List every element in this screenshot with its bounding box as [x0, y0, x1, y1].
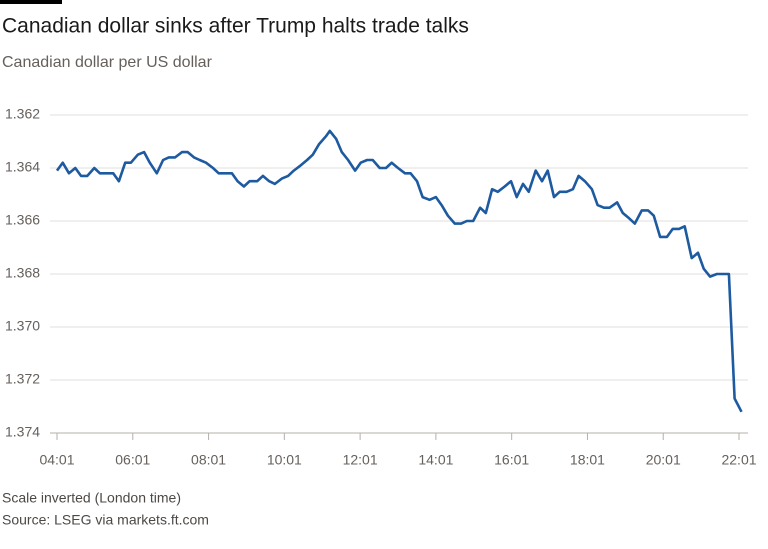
- x-tick-label: 18:01: [570, 452, 605, 468]
- y-tick-label: 1.366: [5, 212, 40, 228]
- y-tick-label: 1.362: [5, 106, 40, 122]
- source: Source: LSEG via markets.ft.com: [2, 512, 209, 528]
- chart-subtitle: Canadian dollar per US dollar: [2, 54, 213, 71]
- note: Scale inverted (London time): [2, 490, 181, 506]
- y-tick-label: 1.368: [5, 265, 40, 281]
- x-tick-label: 20:01: [646, 452, 681, 468]
- x-tick-label: 22:01: [721, 452, 756, 468]
- x-tick-label: 12:01: [343, 452, 378, 468]
- x-tick-label: 08:01: [191, 452, 226, 468]
- x-tick-label: 16:01: [494, 452, 529, 468]
- chart-title: Canadian dollar sinks after Trump halts …: [2, 15, 469, 38]
- y-tick-label: 1.364: [5, 159, 40, 175]
- price-line: [55, 129, 743, 413]
- x-tick-label: 14:01: [418, 452, 453, 468]
- y-tick-label: 1.374: [5, 424, 40, 440]
- x-tick-label: 10:01: [267, 452, 302, 468]
- y-tick-label: 1.372: [5, 371, 40, 387]
- brand-bar: [0, 0, 62, 4]
- x-tick-label: 04:01: [39, 452, 74, 468]
- x-tick-label: 06:01: [115, 452, 150, 468]
- y-tick-label: 1.370: [5, 318, 40, 334]
